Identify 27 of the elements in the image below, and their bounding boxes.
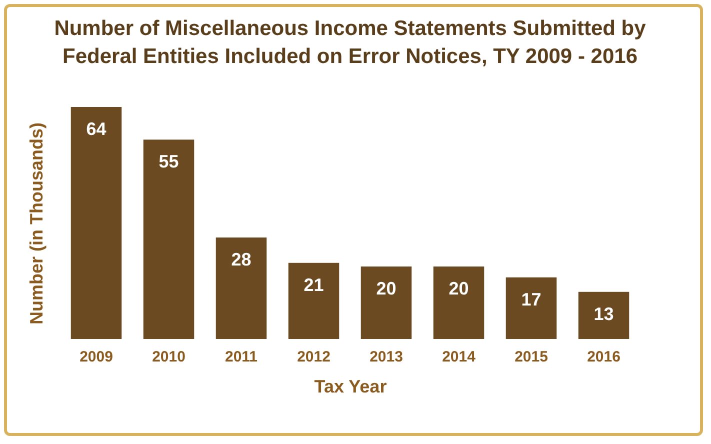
bar bbox=[70, 107, 122, 339]
chart-title: Number of Miscellaneous Income Statements Submitted by Federal Entities Included on Error Notices, TY 2009 - 2016 bbox=[54, 17, 646, 68]
bar bbox=[578, 292, 630, 339]
bar bbox=[216, 238, 267, 339]
bar bbox=[433, 266, 484, 339]
data-label: 64 bbox=[86, 119, 106, 139]
y-axis-title: Number (in Thousands) bbox=[26, 122, 46, 324]
x-tick-label: 2009 bbox=[80, 348, 113, 366]
data-label: 13 bbox=[594, 304, 614, 324]
x-tick-label: 2013 bbox=[370, 348, 403, 366]
x-tick-label: 2010 bbox=[152, 348, 186, 366]
x-tick-label: 2011 bbox=[224, 348, 258, 366]
data-label: 20 bbox=[376, 278, 396, 298]
data-label: 20 bbox=[448, 278, 469, 298]
x-tick-label: 2014 bbox=[442, 348, 476, 366]
bar bbox=[143, 140, 194, 339]
x-tick-label: 2015 bbox=[514, 348, 548, 366]
bar bbox=[288, 262, 340, 339]
data-label: 55 bbox=[158, 152, 179, 172]
bar bbox=[506, 277, 557, 339]
data-label: 21 bbox=[304, 274, 324, 295]
bar bbox=[360, 266, 412, 339]
data-label: 28 bbox=[231, 250, 252, 270]
x-tick-label: 2012 bbox=[297, 348, 330, 366]
x-axis-title: Tax Year bbox=[314, 376, 387, 396]
data-label: 17 bbox=[521, 289, 542, 310]
x-tick-label: 2016 bbox=[587, 348, 620, 366]
